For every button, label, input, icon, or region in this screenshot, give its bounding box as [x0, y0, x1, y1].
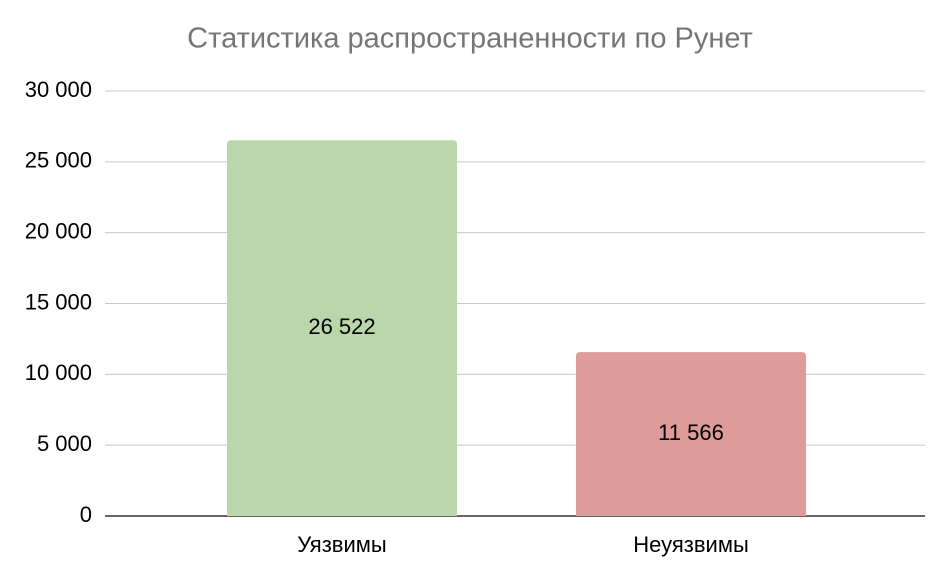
- value-label: 11 566: [658, 420, 724, 445]
- y-tick-label: 20 000: [25, 218, 92, 243]
- x-tick-label: Уязвимы: [297, 532, 386, 557]
- y-tick-label: 5 000: [37, 431, 92, 456]
- value-label: 26 522: [308, 314, 375, 339]
- bar: [576, 352, 806, 516]
- chart-title: Статистика распространенности по Рунет: [187, 23, 753, 55]
- y-tick-label: 25 000: [25, 148, 92, 173]
- y-tick-label: 15 000: [25, 289, 92, 314]
- x-tick-label: Неуязвимы: [633, 532, 749, 557]
- y-tick-label: 10 000: [25, 360, 92, 385]
- y-tick-label: 30 000: [25, 77, 92, 102]
- bar: [227, 140, 457, 516]
- y-tick-label: 0: [80, 502, 92, 527]
